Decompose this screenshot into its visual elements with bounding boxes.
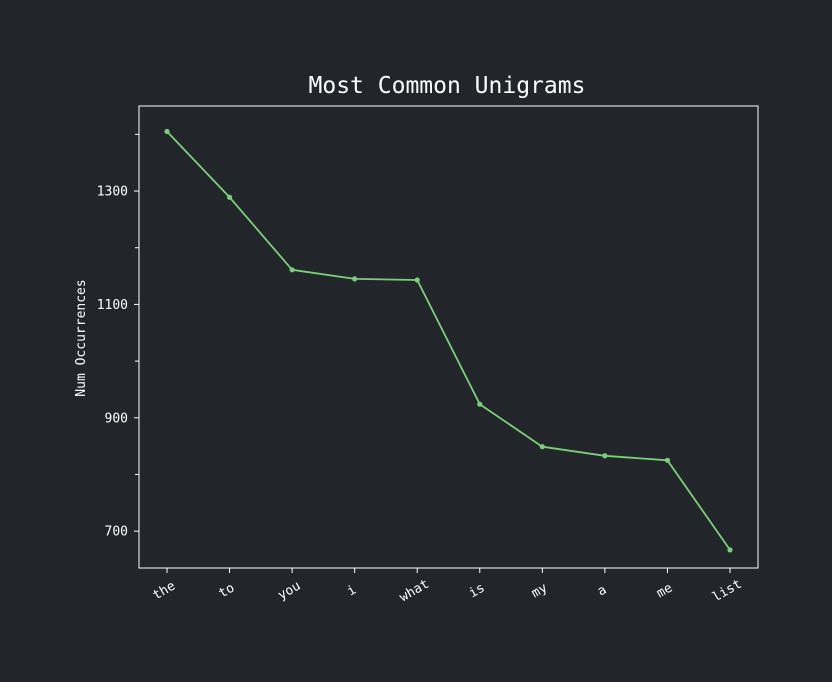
y-tick-label: 900 — [105, 411, 128, 426]
plot-frame — [138, 105, 759, 569]
data-point — [352, 276, 358, 282]
data-point — [602, 453, 608, 459]
y-axis-label: Num Occurrences — [74, 279, 89, 396]
y-tick-label: 1100 — [97, 298, 128, 313]
data-point — [414, 277, 420, 283]
data-point — [164, 128, 170, 135]
x-tick-label: me — [654, 580, 675, 601]
y-tick-label: 1300 — [97, 185, 128, 200]
data-point — [664, 457, 671, 463]
data-point — [539, 444, 545, 450]
chart-title: Most Common Unigrams — [309, 73, 586, 99]
data-point — [289, 267, 295, 273]
x-tick-label: is — [466, 581, 487, 602]
series-line — [166, 130, 731, 551]
x-tick-label: to — [216, 581, 237, 602]
data-point — [226, 194, 233, 200]
data-point — [727, 547, 733, 553]
data-point — [477, 401, 483, 407]
y-tick-label: 700 — [105, 525, 128, 540]
series-layer — [164, 128, 733, 553]
y-axis: 700 900 1100 1300 — [97, 133, 139, 540]
x-tick-label: my — [529, 580, 550, 601]
